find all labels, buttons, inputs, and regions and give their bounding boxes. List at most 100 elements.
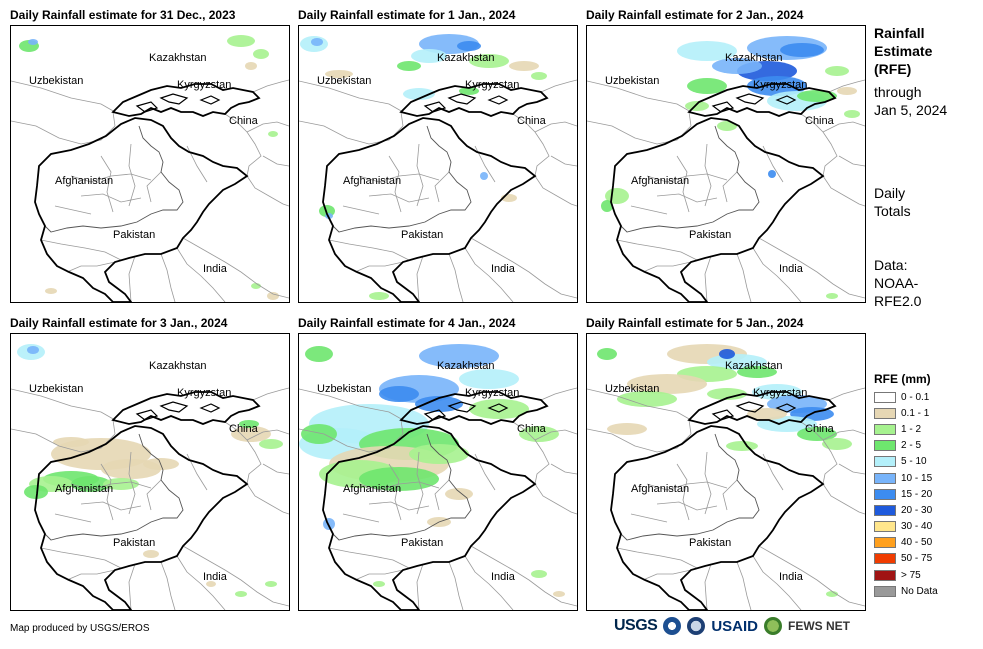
rainfall-patch: [607, 423, 647, 435]
country-label-kyrgyzstan: Kyrgyzstan: [465, 79, 519, 91]
rainfall-map: Kazakhstan Uzbekistan Kyrgyzstan China Afgha…: [11, 344, 289, 610]
boundary-line: [550, 155, 577, 167]
boundary-line: [388, 463, 402, 521]
boundary-line: [752, 555, 802, 610]
boundary-line: [246, 483, 289, 515]
rainfall-patch: [403, 88, 435, 100]
boundary-line: [434, 479, 450, 511]
boundary-line: [534, 429, 577, 441]
kyrgyzstan-internal: [423, 401, 509, 421]
region-outline: [322, 117, 537, 302]
rainfall-patch: [469, 54, 509, 68]
boundary-line: [128, 255, 136, 302]
rainfall-patch: [445, 488, 473, 500]
side-through: through Jan 5, 2024: [874, 84, 948, 118]
boundary-line: [470, 237, 577, 299]
map-credit: Map produced by USGS/EROS: [10, 623, 150, 634]
rainfall-patch: [469, 399, 529, 419]
rainfall-patch: [747, 76, 807, 96]
rainfall-patch: [28, 39, 38, 45]
rainfall-patch: [685, 101, 709, 111]
boundary-line: [246, 175, 289, 207]
map-frame: Kazakhstan Uzbekistan Kyrgyzstan China Afgha…: [298, 333, 578, 611]
boundary-line: [540, 79, 577, 93]
country-label-pakistan: Pakistan: [401, 537, 443, 549]
kyrgyzstan-internal: [135, 93, 221, 113]
boundary-line: [758, 237, 865, 299]
usgs-logo: USGS: [614, 617, 658, 634]
boundary-line: [11, 80, 116, 113]
country-label-uzbekistan: Uzbekistan: [29, 383, 83, 395]
rainfall-patch: [27, 346, 39, 354]
boundary-line: [642, 569, 692, 581]
boundary-line: [299, 388, 404, 421]
boundary-line: [822, 121, 865, 133]
region-outline: [322, 425, 537, 610]
legend-label: 20 - 30: [901, 504, 933, 516]
legend-swatch: [874, 585, 896, 597]
rainfall-patch: [268, 131, 278, 137]
country-label-kyrgyzstan: Kyrgyzstan: [753, 387, 807, 399]
rainfall-patch: [143, 550, 159, 558]
panel-title: Daily Rainfall estimate for 3 Jan., 2024: [10, 316, 228, 330]
boundary-line: [358, 173, 440, 183]
boundary-line: [146, 479, 162, 511]
legend-swatch: [874, 391, 896, 403]
legend-item: 40 - 50: [874, 535, 938, 551]
legend-item: 10 - 15: [874, 470, 938, 486]
rainfall-layer: [597, 344, 852, 597]
country-label-india: India: [491, 263, 516, 275]
side-title: Rainfall Estimate (RFE): [874, 25, 933, 77]
country-label-kazakhstan: Kazakhstan: [437, 52, 494, 64]
boundary-line: [342, 205, 380, 215]
rainfall-patch: [687, 78, 727, 94]
side-data-source: Data: NOAA- RFE2.0: [874, 257, 922, 309]
fews-net-logo: FEWS NET: [788, 619, 851, 633]
boundary-line: [752, 247, 802, 302]
boundary-line: [112, 419, 116, 435]
side-daily: Daily Totals: [874, 185, 911, 219]
rainfall-patch: [206, 581, 216, 587]
boundary-line: [400, 419, 404, 435]
country-labels: Kazakhstan Uzbekistan Kyrgyzstan China Afgha…: [29, 52, 259, 275]
rainfall-patch: [227, 35, 255, 47]
boundary-line: [688, 111, 692, 127]
rainfall-map: Kazakhstan Uzbekistan Kyrgyzstan China Afgha…: [11, 35, 289, 302]
rainfall-patch: [837, 87, 857, 95]
admin-boundaries: [299, 387, 577, 610]
boundary-line: [800, 113, 838, 177]
boundary-line: [736, 561, 752, 610]
boundary-line: [822, 175, 865, 207]
legend-label: 0 - 0.1: [901, 391, 930, 403]
rainfall-patch: [53, 437, 89, 447]
boundary-line: [246, 121, 289, 133]
rainfall-patch: [325, 70, 353, 78]
boundary-line: [512, 113, 550, 177]
country-label-china: China: [517, 115, 547, 127]
legend-item: 5 - 10: [874, 454, 938, 470]
boundary-line: [11, 388, 116, 421]
afghanistan-pakistan-border: [332, 125, 472, 233]
panel-title: Daily Rainfall estimate for 4 Jan., 2024: [298, 316, 516, 330]
boundary-line: [416, 451, 424, 515]
boundary-line: [342, 513, 380, 523]
legend-item: 0.1 - 1: [874, 405, 938, 421]
boundary-line: [70, 173, 152, 183]
boundary-line: [246, 429, 289, 441]
country-label-pakistan: Pakistan: [113, 537, 155, 549]
country-labels: Kazakhstan Uzbekistan Kyrgyzstan China Afgha…: [29, 360, 259, 583]
country-label-afghanistan: Afghanistan: [343, 175, 401, 187]
rainfall-patch: [797, 90, 837, 102]
legend-item: 20 - 30: [874, 502, 938, 518]
boundary-line: [252, 79, 289, 93]
legend-label: 0.1 - 1: [901, 407, 930, 419]
rainfall-patch: [712, 58, 762, 74]
boundary-line: [616, 239, 698, 261]
boundary-line: [299, 80, 404, 113]
boundary-line: [688, 419, 692, 435]
rainfall-map: Kazakhstan Uzbekistan Kyrgyzstan China Afgha…: [299, 344, 577, 610]
boundary-line: [722, 171, 738, 203]
boundary-line: [758, 545, 865, 607]
rainfall-patch: [305, 346, 333, 362]
rainfall-patch: [245, 62, 257, 70]
